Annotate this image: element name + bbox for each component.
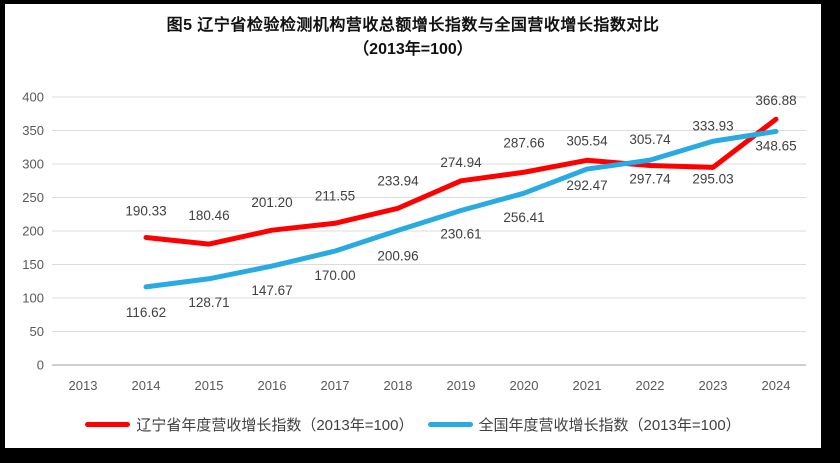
- svg-text:50: 50: [30, 324, 44, 339]
- svg-text:333.93: 333.93: [692, 118, 733, 133]
- svg-text:2024: 2024: [762, 378, 791, 393]
- svg-text:2022: 2022: [636, 378, 665, 393]
- svg-text:116.62: 116.62: [126, 305, 166, 320]
- svg-text:2023: 2023: [699, 378, 728, 393]
- svg-text:2018: 2018: [384, 378, 413, 393]
- svg-text:295.03: 295.03: [692, 171, 733, 186]
- svg-text:350: 350: [22, 123, 44, 138]
- svg-text:230.61: 230.61: [440, 226, 481, 241]
- chart-subtitle: （2013年=100）: [353, 41, 473, 58]
- legend: 辽宁省年度营收增长指数（2013年=100） 全国年度营收增长指数（2013年=…: [5, 414, 821, 435]
- svg-text:211.55: 211.55: [315, 188, 355, 203]
- legend-label-liaoning: 辽宁省年度营收增长指数（2013年=100）: [136, 417, 414, 434]
- svg-text:2019: 2019: [447, 378, 476, 393]
- svg-text:2021: 2021: [573, 378, 602, 393]
- svg-text:274.94: 274.94: [440, 155, 482, 170]
- svg-text:2020: 2020: [510, 378, 539, 393]
- svg-text:180.46: 180.46: [188, 208, 229, 223]
- legend-swatch-blue-line: [427, 422, 473, 427]
- svg-text:2016: 2016: [258, 378, 287, 393]
- chart-title: 图5 辽宁省检验检测机构营收总额增长指数与全国营收增长指数对比: [166, 17, 660, 34]
- svg-text:150: 150: [22, 257, 44, 272]
- svg-text:400: 400: [22, 90, 44, 105]
- legend-item-national[interactable]: 全国年度营收增长指数（2013年=100）: [427, 414, 741, 435]
- svg-text:2013: 2013: [69, 378, 98, 393]
- svg-text:250: 250: [22, 190, 44, 205]
- svg-text:200: 200: [22, 224, 44, 239]
- svg-text:297.74: 297.74: [629, 172, 671, 187]
- svg-text:292.47: 292.47: [566, 178, 607, 193]
- legend-label-national: 全国年度营收增长指数（2013年=100）: [478, 417, 741, 434]
- svg-text:0: 0: [37, 358, 44, 373]
- legend-item-liaoning[interactable]: 辽宁省年度营收增长指数（2013年=100）: [85, 414, 414, 435]
- svg-text:201.20: 201.20: [251, 195, 292, 210]
- svg-text:305.74: 305.74: [629, 132, 671, 147]
- svg-text:366.88: 366.88: [755, 93, 796, 108]
- chart-header: 图5 辽宁省检验检测机构营收总额增长指数与全国营收增长指数对比 （2013年=1…: [5, 14, 821, 62]
- svg-text:147.67: 147.67: [251, 283, 292, 298]
- svg-text:348.65: 348.65: [755, 138, 796, 153]
- svg-text:190.33: 190.33: [125, 203, 166, 218]
- svg-text:100: 100: [22, 291, 44, 306]
- svg-text:170.00: 170.00: [314, 268, 355, 283]
- svg-text:2015: 2015: [195, 378, 224, 393]
- svg-text:200.96: 200.96: [377, 248, 418, 263]
- svg-text:2014: 2014: [132, 378, 161, 393]
- svg-text:300: 300: [22, 157, 44, 172]
- svg-text:305.54: 305.54: [566, 133, 608, 148]
- svg-text:2017: 2017: [321, 378, 350, 393]
- svg-text:128.71: 128.71: [188, 295, 229, 310]
- svg-text:233.94: 233.94: [377, 173, 419, 188]
- svg-text:287.66: 287.66: [503, 135, 544, 150]
- legend-swatch-red-line: [85, 422, 131, 427]
- svg-text:256.41: 256.41: [503, 210, 544, 225]
